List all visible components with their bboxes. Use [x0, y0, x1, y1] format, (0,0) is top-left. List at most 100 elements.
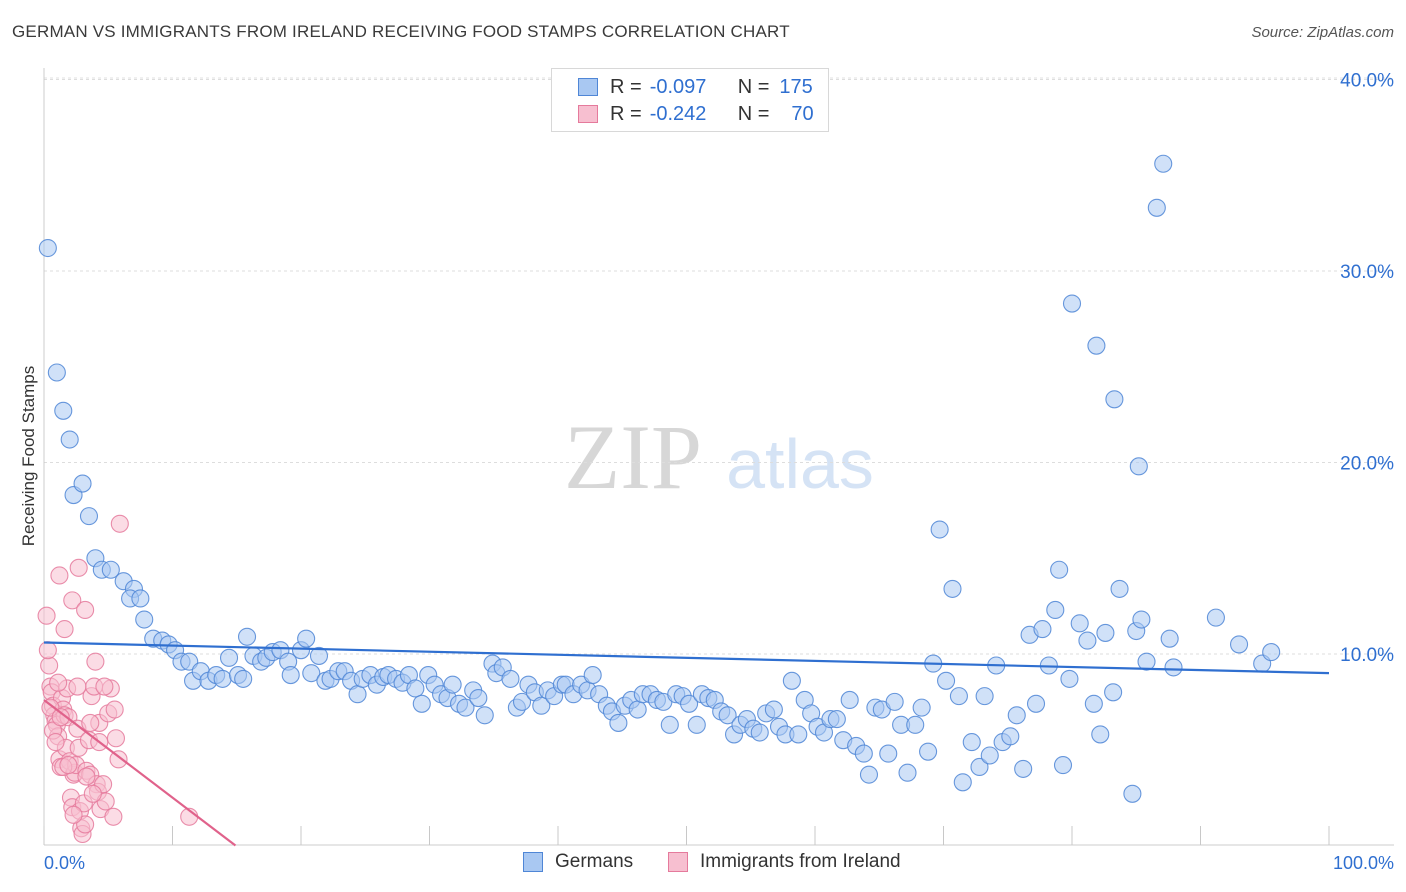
german-point — [38, 238, 57, 258]
german-point — [1046, 600, 1065, 620]
series-legend-germans[interactable]: Germans — [523, 851, 633, 873]
german-point — [219, 648, 239, 667]
watermark-zip: ZIP — [564, 406, 702, 508]
german-point — [943, 579, 962, 598]
german-point — [79, 507, 99, 526]
ireland-point — [46, 733, 65, 752]
german-point — [1206, 608, 1225, 627]
german-point — [660, 715, 679, 734]
y-axis-label: Receiving Food Stamps — [19, 366, 38, 546]
ireland-point — [76, 600, 95, 620]
german-point — [898, 763, 917, 782]
german-points — [38, 154, 1281, 803]
german-point — [840, 690, 859, 710]
german-trend-line — [43, 641, 1330, 675]
german-point — [583, 666, 602, 685]
german-point — [1105, 390, 1124, 409]
german-point — [912, 698, 931, 717]
german-point — [953, 773, 972, 792]
german-point — [297, 629, 316, 648]
stats-legend: R = -0.097 N = 175 R = -0.242 N = 70 — [551, 68, 829, 132]
x-ticks — [43, 826, 1330, 845]
legend-r-label: R = — [610, 75, 642, 98]
german-point — [1014, 759, 1033, 778]
gridlines — [44, 77, 1394, 655]
german-point — [1104, 683, 1123, 702]
ireland-point — [83, 784, 102, 803]
german-point — [302, 664, 321, 683]
ireland-point — [81, 713, 100, 732]
german-point — [47, 363, 66, 382]
german-point — [980, 746, 999, 765]
ireland-point — [77, 767, 96, 786]
legend-swatch-ireland — [578, 105, 598, 123]
german-point — [1091, 725, 1110, 744]
german-point — [469, 688, 488, 708]
series-swatch-germans — [523, 852, 543, 872]
y-tick-labels: 10.0% 20.0% 30.0% 40.0% — [1340, 71, 1394, 667]
german-point — [687, 715, 706, 734]
ireland-point — [95, 677, 114, 696]
german-point — [1070, 614, 1089, 633]
german-point — [789, 725, 808, 744]
legend-n-value-ireland: 70 — [791, 102, 814, 125]
german-point — [412, 694, 431, 713]
legend-r-value-ireland: -0.242 — [649, 102, 707, 125]
german-point — [718, 706, 737, 725]
german-point — [1087, 336, 1106, 355]
watermark-atlas: atlas — [726, 425, 874, 503]
german-point — [101, 560, 120, 579]
series-name-ireland: Immigrants from Ireland — [700, 851, 901, 872]
german-point — [906, 715, 925, 734]
ireland-point — [86, 652, 105, 671]
trend-lines — [43, 641, 1330, 847]
german-point — [475, 706, 494, 725]
german-point — [60, 430, 79, 449]
ireland-point — [105, 700, 124, 719]
german-point — [930, 520, 949, 539]
german-point — [1062, 294, 1082, 313]
german-point — [443, 675, 462, 694]
ireland-point — [106, 729, 126, 748]
series-swatch-ireland — [668, 852, 688, 872]
german-point — [1050, 560, 1069, 579]
german-point — [949, 687, 968, 706]
series-name-germans: Germans — [555, 851, 634, 872]
german-point — [859, 765, 879, 784]
german-point — [827, 710, 846, 729]
series-legend-ireland[interactable]: Immigrants from Ireland — [668, 851, 901, 873]
german-point — [1007, 706, 1026, 725]
ireland-point — [40, 656, 59, 675]
x-tick-label-max: 100.0% — [1333, 853, 1394, 873]
ireland-point — [51, 708, 70, 727]
legend-swatch-germans — [578, 78, 598, 96]
german-point — [970, 757, 989, 777]
german-point — [1060, 669, 1079, 688]
german-point — [1147, 198, 1166, 217]
german-point — [885, 692, 904, 711]
legend-row-germans: R = -0.097 N = 175 — [578, 75, 813, 99]
german-point — [1001, 727, 1020, 746]
legend-row-ireland: R = -0.242 N = 70 — [578, 102, 814, 126]
ireland-point — [104, 807, 123, 826]
german-point — [1123, 784, 1142, 803]
series-legend: Germans Immigrants from Ireland — [0, 851, 1406, 879]
german-point — [879, 744, 898, 763]
german-point — [135, 610, 154, 629]
german-point — [628, 700, 647, 719]
y-tick-label: 30.0% — [1340, 262, 1394, 283]
german-point — [937, 671, 956, 690]
ireland-point — [50, 566, 69, 585]
german-point — [1262, 643, 1281, 662]
german-point — [750, 723, 769, 742]
ireland-point — [109, 750, 128, 769]
axes — [43, 68, 1394, 846]
german-point — [1026, 694, 1046, 713]
german-point — [213, 669, 232, 688]
german-point — [309, 646, 329, 665]
ireland-point — [49, 673, 68, 692]
german-point — [1230, 635, 1249, 654]
chart-title: GERMAN VS IMMIGRANTS FROM IRELAND RECEIV… — [12, 22, 790, 41]
ireland-point — [63, 591, 82, 610]
